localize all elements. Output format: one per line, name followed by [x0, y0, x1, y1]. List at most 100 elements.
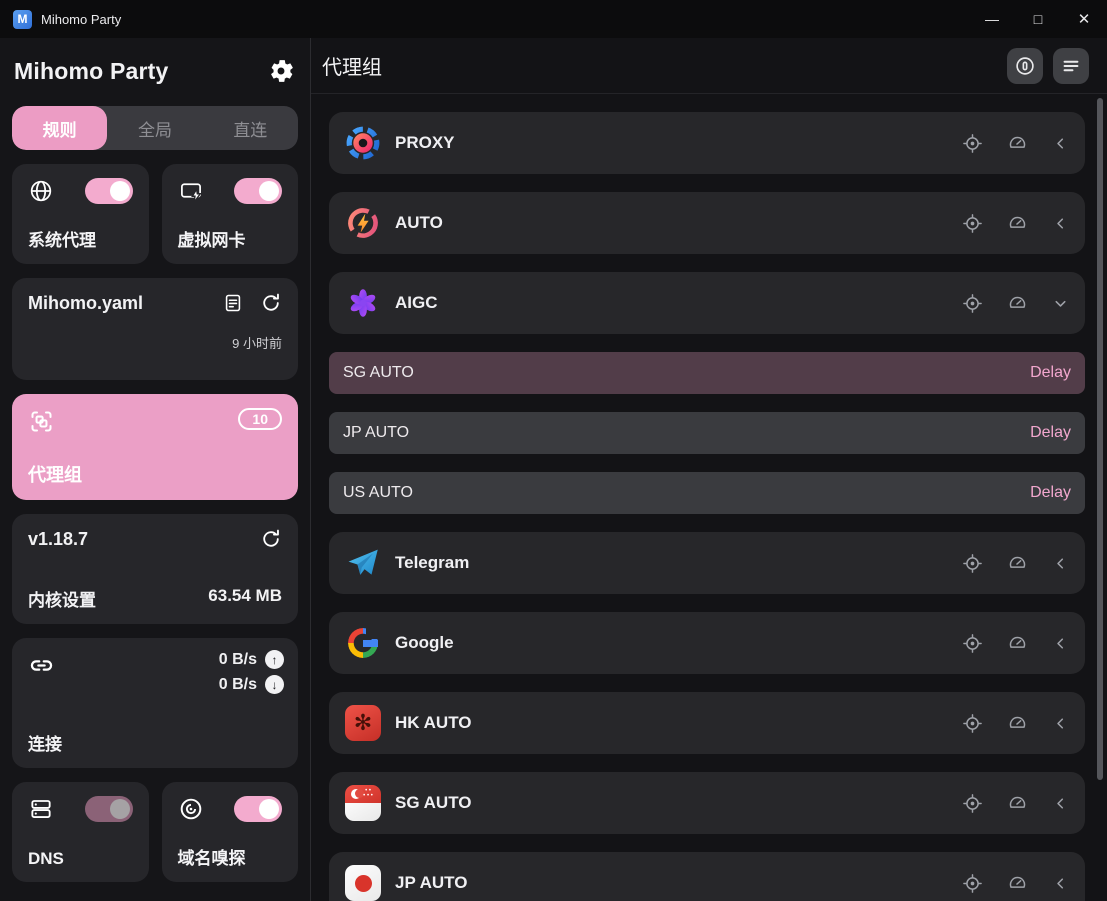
upload-speed: 0 B/s [218, 650, 257, 668]
tab-global[interactable]: 全局 [137, 120, 172, 140]
proxy-node-row[interactable]: US AUTO Delay [329, 472, 1085, 514]
proxy-group-row[interactable]: • • • • • SG AUTO [329, 772, 1085, 834]
globe-icon [30, 180, 52, 202]
proxy-group-row[interactable]: AUTO [329, 192, 1085, 254]
chevron-icon[interactable] [1052, 295, 1069, 312]
group-name: Telegram [395, 553, 470, 572]
main-panel: 代理组 [311, 38, 1107, 901]
locate-icon[interactable] [962, 553, 983, 574]
profile-card[interactable]: Mihomo.yaml 9 小时前 [12, 278, 298, 380]
sniffer-label: 域名嗅探 [177, 849, 246, 868]
proxy-group-row[interactable]: AIGC [329, 272, 1085, 334]
sniffer-card[interactable]: 域名嗅探 [161, 782, 298, 882]
telegram-plane-icon [348, 549, 378, 575]
locate-icon[interactable] [962, 873, 983, 894]
scrollbar[interactable] [1097, 98, 1103, 780]
speed-test-icon[interactable] [1007, 133, 1028, 154]
profile-name: Mihomo.yaml [28, 292, 144, 313]
chevron-icon[interactable] [1052, 875, 1069, 892]
tun-toggle[interactable] [234, 178, 282, 204]
settings-button[interactable] [268, 58, 294, 84]
speed-test-icon[interactable] [1007, 793, 1028, 814]
shutter-icon [346, 126, 380, 160]
lightning-ring-icon [345, 205, 381, 241]
sniffer-toggle[interactable] [234, 796, 282, 822]
connections-card[interactable]: 0 B/s ↑ 0 B/s ↓ 连接 [12, 638, 298, 768]
profile-refresh-icon[interactable] [260, 292, 282, 314]
system-proxy-label: 系统代理 [28, 231, 96, 250]
list-lines-icon [1063, 60, 1079, 71]
proxy-group-row[interactable]: Telegram [329, 532, 1085, 594]
locate-icon[interactable] [962, 293, 983, 314]
outbound-mode-tabs: 规则 全局 直连 [12, 106, 298, 150]
tun-card[interactable]: 虚拟网卡 [161, 164, 298, 264]
upload-arrow-icon: ↑ [265, 650, 284, 669]
proxy-node-row[interactable]: SG AUTO Delay [329, 352, 1085, 394]
proxy-group-row[interactable]: PROXY [329, 112, 1085, 174]
chevron-icon[interactable] [1052, 555, 1069, 572]
chevron-icon[interactable] [1052, 635, 1069, 652]
proxy-group-row[interactable]: Google [329, 612, 1085, 674]
proxy-groups-label: 代理组 [28, 465, 82, 485]
proxy-node-name: SG AUTO [343, 364, 414, 381]
layout-toggle-button[interactable] [1053, 47, 1089, 84]
flag-hk-icon: ✻ [345, 705, 381, 741]
window-title: Mihomo Party [41, 11, 122, 27]
chevron-icon[interactable] [1052, 795, 1069, 812]
maximize-button[interactable]: □ [1033, 11, 1043, 27]
tab-direct[interactable]: 直连 [233, 120, 268, 140]
proxy-group-row[interactable]: JP AUTO [329, 852, 1085, 901]
locate-icon[interactable] [962, 133, 983, 154]
dns-toggle[interactable] [84, 796, 133, 822]
chevron-icon[interactable] [1052, 135, 1069, 152]
speed-test-icon[interactable] [1007, 633, 1028, 654]
pause-circle-icon [1016, 56, 1034, 75]
app-logo-icon: M [13, 9, 32, 29]
locate-icon[interactable] [962, 713, 983, 734]
close-button[interactable]: ✕ [1077, 11, 1091, 28]
gear-icon [271, 60, 293, 82]
locate-icon[interactable] [962, 213, 983, 234]
proxy-node-name: US AUTO [343, 484, 413, 501]
sniffer-icon [180, 798, 201, 820]
stop-delay-test-button[interactable] [1007, 47, 1043, 84]
minimize-button[interactable]: — [985, 11, 999, 27]
proxy-group-list: PROXY AUTO [311, 94, 1107, 901]
download-arrow-icon: ↓ [265, 675, 284, 694]
hk-flag-icon: ✻ [345, 705, 381, 741]
speed-test-icon[interactable] [1007, 713, 1028, 734]
kernel-card[interactable]: v1.18.7 内核设置 63.54 MB [12, 514, 298, 624]
kernel-restart-icon[interactable] [260, 528, 282, 550]
tab-rule[interactable]: 规则 [12, 106, 108, 150]
speed-test-icon[interactable] [1007, 293, 1028, 314]
chevron-icon[interactable] [1052, 215, 1069, 232]
chevron-icon[interactable] [1052, 715, 1069, 732]
proxy-group-row[interactable]: ✻ HK AUTO [329, 692, 1085, 754]
proxy-group-icon [31, 411, 52, 432]
delay-label[interactable]: Delay [1030, 484, 1071, 501]
profile-detail-icon[interactable] [222, 292, 244, 314]
telegram-plane-icon [345, 545, 381, 581]
speed-test-icon[interactable] [1007, 553, 1028, 574]
speed-test-icon[interactable] [1007, 213, 1028, 234]
system-proxy-toggle[interactable] [84, 178, 133, 204]
locate-icon[interactable] [962, 793, 983, 814]
google-g-icon [348, 628, 378, 658]
dns-server-icon [31, 800, 51, 818]
proxy-node-name: JP AUTO [343, 424, 410, 441]
proxy-node-row[interactable]: JP AUTO Delay [329, 412, 1085, 454]
system-proxy-card[interactable]: 系统代理 [12, 164, 149, 264]
openai-flower-icon [345, 285, 381, 321]
lightning-ring-icon [348, 208, 378, 238]
group-name: SG AUTO [395, 793, 472, 812]
proxy-groups-card[interactable]: 10 代理组 [12, 394, 298, 500]
speed-test-icon[interactable] [1007, 873, 1028, 894]
delay-label[interactable]: Delay [1030, 364, 1071, 381]
delay-label[interactable]: Delay [1030, 424, 1071, 441]
group-name: HK AUTO [395, 713, 472, 732]
group-name: Google [395, 633, 454, 652]
dns-card[interactable]: DNS [12, 782, 149, 882]
page-title: 代理组 [322, 57, 382, 79]
sidebar: Mihomo Party 规则 全局 直连 [0, 38, 311, 901]
locate-icon[interactable] [962, 633, 983, 654]
